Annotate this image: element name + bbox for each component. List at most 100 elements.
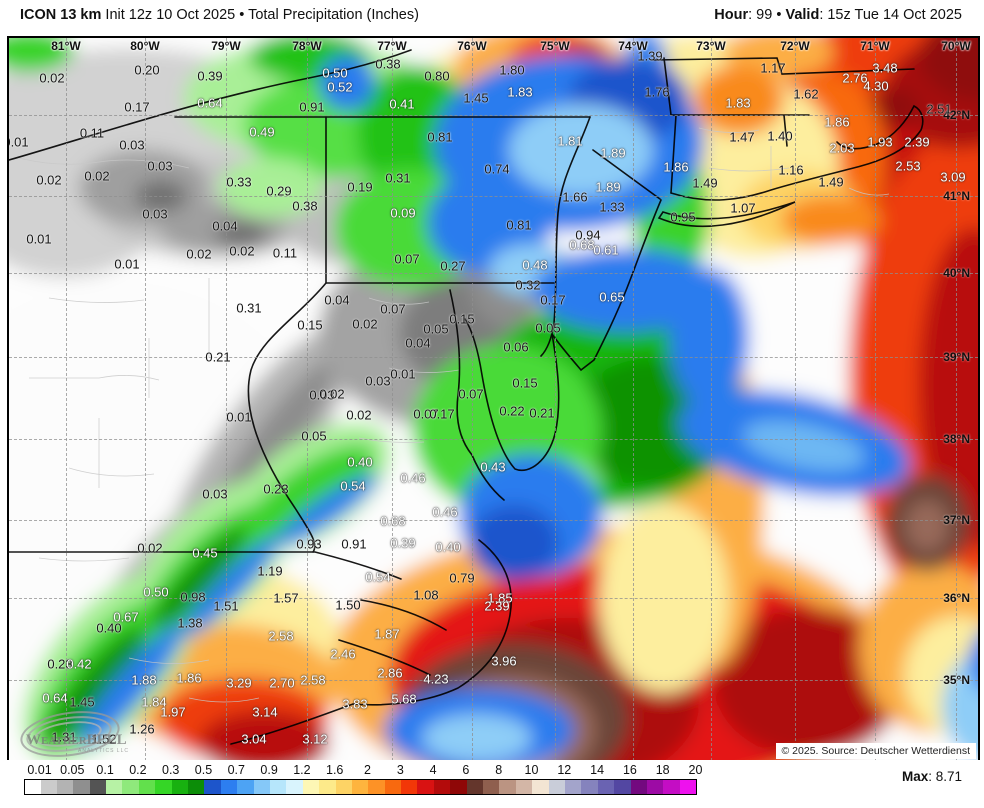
precip-value-label: 1.26 xyxy=(129,721,155,737)
colorbar-cell xyxy=(368,780,385,794)
colorbar-tick-label: 0.7 xyxy=(227,763,245,777)
latitude-gridline xyxy=(9,598,978,599)
colorbar-cell xyxy=(319,780,336,794)
precip-value-label: 1.31 xyxy=(51,729,77,745)
colorbar-tick-label: 18 xyxy=(655,763,670,777)
longitude-gridline xyxy=(307,38,308,761)
precip-value-label: 3.04 xyxy=(241,731,267,747)
colorbar-cell xyxy=(188,780,205,794)
colorbar-cell xyxy=(466,780,484,794)
precip-value-label: 1.62 xyxy=(793,86,819,102)
precip-value-label: 0.39 xyxy=(390,535,416,551)
precip-value-label: 1.16 xyxy=(778,162,804,178)
precip-value-label: 0.05 xyxy=(535,320,561,336)
precip-value-label: 0.65 xyxy=(599,289,625,305)
precip-value-label: 0.68 xyxy=(569,237,595,253)
precip-value-label: 0.15 xyxy=(449,311,475,327)
latitude-label: 41°N xyxy=(943,189,970,203)
precip-value-label: 0.81 xyxy=(506,217,532,233)
header-bar: ICON 13 km Init 12z 10 Oct 2025 • Total … xyxy=(0,0,984,33)
precip-value-label: 5.68 xyxy=(391,691,417,707)
colorbar-tick-label: 8 xyxy=(495,763,503,777)
precip-value-label: 0.17 xyxy=(540,292,566,308)
precip-value-label: 0.31 xyxy=(236,300,262,316)
latitude-gridline xyxy=(9,680,978,681)
colorbar-cell xyxy=(384,780,402,794)
max-value-readout: Max: 8.71 xyxy=(902,769,962,784)
precip-value-label: 1.52 xyxy=(91,731,117,747)
precip-value-label: 0.23 xyxy=(263,481,289,497)
precip-value-label: 0.02 xyxy=(319,386,345,402)
colorbar-tick-label: 0.1 xyxy=(96,763,114,777)
longitude-label: 77°W xyxy=(377,39,407,53)
precip-value-label: 1.45 xyxy=(69,694,95,710)
precip-value-label: 3.12 xyxy=(302,731,328,747)
colorbar-cell xyxy=(122,780,139,794)
colorbar-cell xyxy=(253,780,270,794)
precip-value-label: 0.39 xyxy=(197,68,223,84)
precip-value-label: 0.11 xyxy=(79,125,105,141)
precip-value-label: 0.19 xyxy=(347,179,373,195)
precip-value-label: 0.03 xyxy=(365,373,391,389)
precip-value-label: 0.02 xyxy=(346,407,372,423)
precip-value-label: 0.07 xyxy=(458,386,484,402)
precip-value-label: 0.07 xyxy=(380,301,406,317)
map-area: 81°W 80°W 79°W 78°W 77°W 76°W 75°W 74°W 73°W 72°W… xyxy=(7,36,980,763)
precip-value-label: 0.01 xyxy=(226,409,252,425)
precip-value-label: 0.15 xyxy=(512,375,538,391)
colorbar-cell xyxy=(483,780,500,794)
longitude-label: 76°W xyxy=(457,39,487,53)
precip-value-label: 0.03 xyxy=(119,137,145,153)
colorbar-tick-label: 0.9 xyxy=(260,763,278,777)
colorbar-cell xyxy=(56,780,74,794)
longitude-gridline xyxy=(472,38,473,761)
logo-subtext: ANALYTICS LLC xyxy=(78,748,129,754)
precip-value-label: 1.88 xyxy=(131,672,157,688)
precip-value-label: 0.67 xyxy=(113,609,139,625)
longitude-gridline xyxy=(392,38,393,761)
precip-value-label: 1.80 xyxy=(499,62,525,78)
colorbar-tick-label: 0.2 xyxy=(129,763,147,777)
max-value: : 8.71 xyxy=(928,769,962,784)
hour-value: : 99 • xyxy=(748,7,786,23)
precip-value-label: 1.40 xyxy=(767,128,793,144)
latitude-label: 35°N xyxy=(943,673,970,687)
precip-value-label: 2.39 xyxy=(904,134,930,150)
latitude-gridline xyxy=(9,357,978,358)
forecast-hour-valid: Hour: 99 • Valid: 15z Tue 14 Oct 2025 xyxy=(714,7,962,23)
precip-value-label: 0.27 xyxy=(440,258,466,274)
colorbar-cell xyxy=(220,780,238,794)
precip-value-label: 4.23 xyxy=(423,671,449,687)
precip-value-label: 0.04 xyxy=(405,335,431,351)
attribution-text: © 2025. Source: Deutscher Wetterdienst xyxy=(775,743,976,759)
colorbar-cell xyxy=(630,780,647,794)
precip-value-label: 0.40 xyxy=(435,539,461,555)
latitude-label: 36°N xyxy=(943,591,970,605)
precip-value-label: 1.49 xyxy=(818,174,844,190)
colorbar-tick-label: 0.01 xyxy=(27,763,52,777)
colorbar-cell xyxy=(581,780,598,794)
precip-value-label: 0.03 xyxy=(142,206,168,222)
precip-value-label: 0.03 xyxy=(202,486,228,502)
precip-value-label: 0.48 xyxy=(522,257,548,273)
precip-value-label: 1.97 xyxy=(160,704,186,720)
longitude-label: 73°W xyxy=(696,39,726,53)
colorbar-cell xyxy=(433,780,451,794)
colorbar-cell xyxy=(565,780,582,794)
latitude-gridline xyxy=(9,196,978,197)
precip-value-label: 0.50 xyxy=(322,65,348,81)
precip-value-label: 1.89 xyxy=(595,179,621,195)
precip-value-label: 0.80 xyxy=(424,68,450,84)
precip-value-label: 1.86 xyxy=(663,159,689,175)
colorbar-cell xyxy=(302,780,320,794)
precip-value-label: 1.84 xyxy=(141,694,167,710)
colorbar-cell xyxy=(25,780,41,794)
longitude-gridline xyxy=(145,38,146,761)
latitude-label: 38°N xyxy=(943,432,970,446)
model-name: ICON 13 km xyxy=(20,7,102,23)
colorbar-cell xyxy=(155,780,172,794)
precip-value-label: 3.96 xyxy=(491,653,517,669)
precip-value-label: 0.02 xyxy=(36,172,62,188)
weatherbell-logo: WeatherBELL ANALYTICS LLC xyxy=(17,705,130,761)
